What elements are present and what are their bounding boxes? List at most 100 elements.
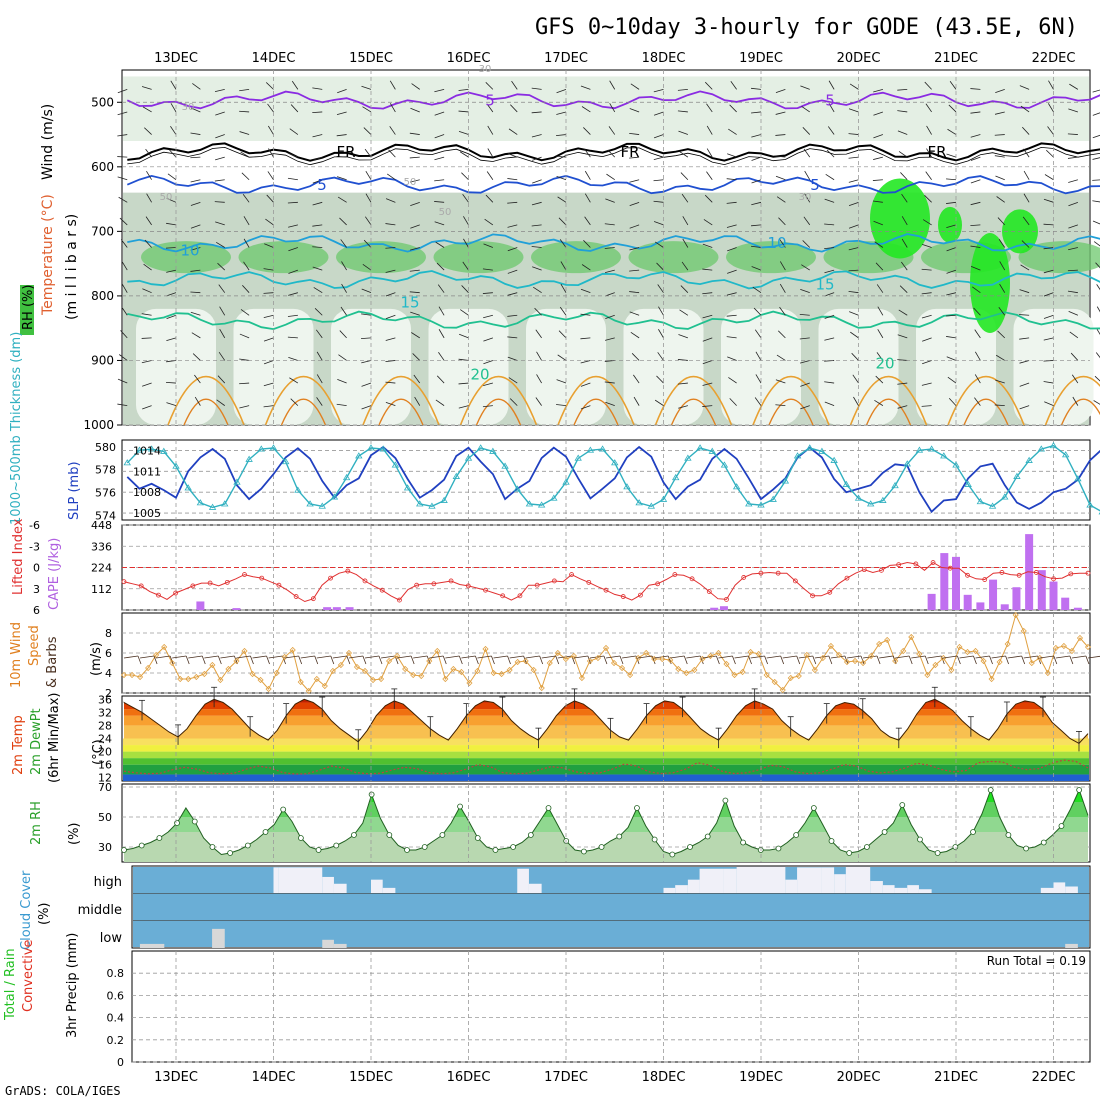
- wind-speed-point: [466, 679, 473, 687]
- lifted-index-point: [259, 575, 265, 581]
- thickness-point: [611, 459, 619, 466]
- wind-barb: [706, 148, 713, 158]
- wind-barb: [876, 284, 884, 293]
- wind-barb: [726, 224, 737, 228]
- contour-label-18: 30: [799, 192, 812, 203]
- wind-barb: [1092, 220, 1100, 225]
- wind-speed-point: [932, 661, 939, 669]
- wind-barb: [848, 179, 859, 183]
- wind-barb: [629, 201, 640, 207]
- thickness-point: [842, 480, 851, 487]
- cape-tick-112: 112: [91, 583, 112, 596]
- wind-barb: [170, 80, 177, 90]
- wind-barb: [1069, 83, 1079, 90]
- lifted-index-point: [379, 587, 385, 593]
- wind-barb: [875, 262, 884, 271]
- wind-barb: [998, 307, 1006, 316]
- cloud-high-block-6: [517, 868, 529, 894]
- wind-barb: [1093, 241, 1100, 247]
- wind-barb: [507, 178, 518, 181]
- wind-barb: [239, 382, 250, 385]
- wind-barb: [994, 134, 1005, 136]
- wind-barb: [1068, 311, 1079, 316]
- wind-barb: [219, 306, 226, 316]
- wind-barb: [995, 175, 1005, 181]
- isotherm--5: [126, 90, 1100, 110]
- cloud-high-block-15: [785, 879, 798, 894]
- wind-barb: [850, 331, 859, 339]
- wind-barb: [264, 243, 274, 248]
- wind-barb: [532, 156, 542, 161]
- wind-barb: [827, 126, 835, 135]
- temp-band-2: [123, 758, 1089, 765]
- wind-barb: [410, 224, 420, 229]
- wind-barb: [1068, 247, 1078, 251]
- wind-barb: [1046, 149, 1054, 158]
- thickness-point: [818, 447, 826, 454]
- wind-barb: [580, 337, 591, 340]
- wind-barb: [170, 126, 177, 135]
- wind-speed-point: [980, 657, 987, 665]
- wind-barb: [872, 200, 883, 203]
- wind-barb: [1043, 269, 1054, 274]
- cloud-high-block-13: [736, 866, 761, 894]
- wind-barb: [242, 194, 250, 203]
- isotherm-warm-arc-0: [167, 376, 245, 426]
- isotherm-hot-arc-8: [963, 398, 1009, 426]
- wind-barb: [1068, 201, 1079, 207]
- wind-barb: [141, 337, 152, 339]
- wind-barb: [141, 313, 152, 316]
- thickness-point: [147, 445, 156, 452]
- contour-label-9: 15: [400, 293, 419, 311]
- pane-wind: 2 4 6 8 10m Wind Speed & Barbs (m/s): [9, 611, 1100, 700]
- wind-barb: [802, 240, 811, 248]
- lifted-index-point: [620, 594, 626, 599]
- wind-barb: [897, 334, 908, 339]
- rh-point: [863, 844, 870, 850]
- wind-barb: [484, 218, 494, 226]
- wind-barb: [511, 80, 518, 90]
- wind-barb: [702, 337, 713, 342]
- wind-barb: [507, 314, 518, 317]
- wind-barb: [435, 399, 445, 406]
- wind-speed-point: [281, 653, 288, 661]
- wind-barb: [775, 111, 786, 115]
- isotherm-hot-arc-5: [670, 398, 717, 426]
- contour-label-11: 20: [470, 366, 489, 384]
- wind-barb: [361, 288, 372, 294]
- thickness-point: [269, 444, 278, 451]
- wind-barb-10m: [670, 655, 685, 659]
- rh-moist-band-1: [238, 241, 329, 274]
- isotherm-hot-arc-1: [280, 398, 327, 426]
- wind-barb: [584, 216, 591, 226]
- isotherm-warm-arc-1: [264, 376, 343, 426]
- rh-point: [598, 844, 605, 850]
- isotherm-hot-arc-0: [183, 398, 229, 426]
- wind-speed-point: [602, 644, 610, 652]
- contour-label-7: 10: [180, 242, 199, 260]
- wind-barb: [436, 262, 445, 271]
- wind-speed-point: [1060, 642, 1067, 650]
- wind-speed-point: [675, 665, 682, 673]
- wind-barb: [677, 110, 688, 113]
- wind-barb: [169, 149, 177, 158]
- temp-tick-16: 16: [98, 759, 112, 772]
- wind-barb: [1019, 289, 1030, 294]
- wind-speed-point: [506, 666, 513, 674]
- cloud-high-block-1: [278, 867, 323, 894]
- wind-barb: [385, 223, 396, 226]
- wind-barb: [970, 179, 981, 184]
- wind-barb: [728, 128, 737, 135]
- wind-barb: [657, 352, 664, 361]
- rh-point: [828, 838, 835, 844]
- temp-tick-32: 32: [98, 706, 112, 719]
- wind-barb: [1043, 292, 1054, 297]
- thickness-point: [391, 461, 400, 468]
- top-date-label-19DEC: 19DEC: [739, 51, 783, 66]
- wind-barb: [583, 240, 591, 248]
- wind-barb: [751, 111, 762, 114]
- wind-speed-point: [378, 675, 385, 683]
- cloud-high-block-19: [845, 866, 871, 894]
- wind-barb: [339, 217, 347, 226]
- wind-barb: [558, 330, 567, 339]
